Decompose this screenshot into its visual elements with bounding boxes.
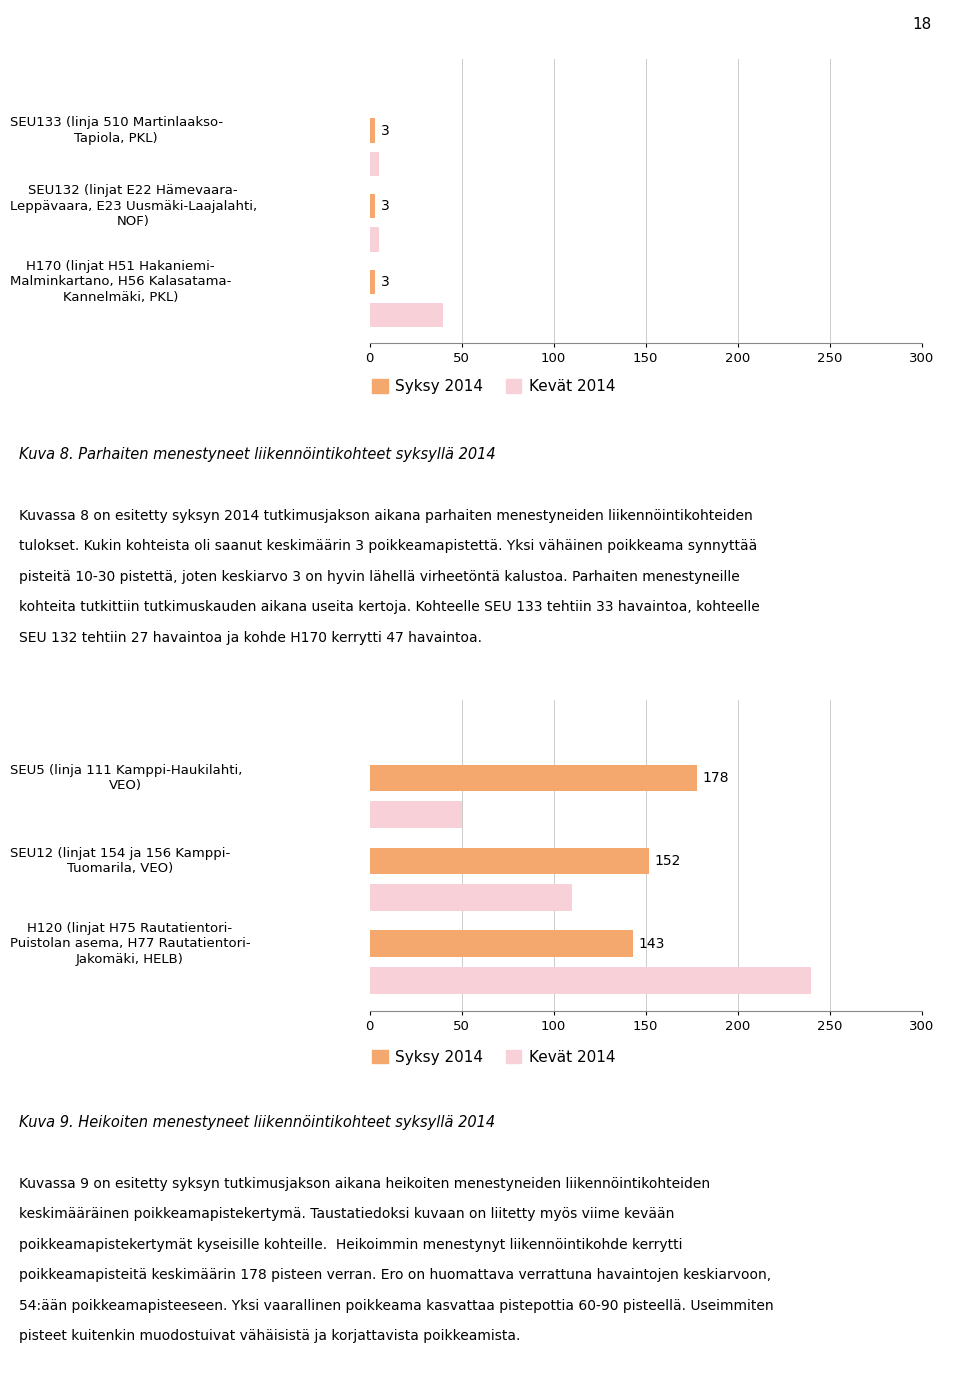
Text: SEU132 (linjat E22 Hämevaara-
Leppävaara, E23 Uusmäki-Laajalahti,
NOF): SEU132 (linjat E22 Hämevaara- Leppävaara… (10, 184, 256, 228)
Text: Kuvassa 9 on esitetty syksyn tutkimusjakson aikana heikoiten menestyneiden liike: Kuvassa 9 on esitetty syksyn tutkimusjak… (19, 1177, 710, 1191)
Text: SEU133 (linja 510 Martinlaakso-
Tapiola, PKL): SEU133 (linja 510 Martinlaakso- Tapiola,… (10, 116, 223, 145)
Text: 3: 3 (380, 123, 390, 137)
Text: poikkeamapistekertymät kyseisille kohteille.  Heikoimmin menestynyt liikennöinti: poikkeamapistekertymät kyseisille kohtei… (19, 1238, 683, 1252)
Text: SEU12 (linjat 154 ja 156 Kamppi-
Tuomarila, VEO): SEU12 (linjat 154 ja 156 Kamppi- Tuomari… (10, 846, 229, 875)
Bar (370, 227, 379, 252)
Text: 3: 3 (380, 199, 390, 213)
Text: pisteitä 10-30 pistettä, joten keskiarvo 3 on hyvin lähellä virheetöntä kalustoa: pisteitä 10-30 pistettä, joten keskiarvo… (19, 570, 740, 584)
Bar (370, 119, 375, 142)
Text: Kuva 8. Parhaiten menestyneet liikennöintikohteet syksyllä 2014: Kuva 8. Parhaiten menestyneet liikennöin… (19, 447, 495, 462)
Bar (370, 152, 379, 176)
Legend: Syksy 2014, Kevät 2014: Syksy 2014, Kevät 2014 (366, 373, 622, 401)
Text: keskimääräinen poikkeamapistekertymä. Taustatiedoksi kuvaan on liitetty myös vii: keskimääräinen poikkeamapistekertymä. Ta… (19, 1207, 675, 1221)
Bar (370, 884, 572, 910)
Bar (370, 931, 633, 957)
Text: poikkeamapisteitä keskimäärin 178 pisteen verran. Ero on huomattava verrattuna h: poikkeamapisteitä keskimäärin 178 pistee… (19, 1268, 771, 1282)
Text: pisteet kuitenkin muodostuivat vähäisistä ja korjattavista poikkeamista.: pisteet kuitenkin muodostuivat vähäisist… (19, 1329, 520, 1343)
Text: 54:ään poikkeamapisteeseen. Yksi vaarallinen poikkeama kasvattaa pistepottia 60-: 54:ään poikkeamapisteeseen. Yksi vaarall… (19, 1299, 774, 1312)
Bar (370, 848, 649, 874)
Text: 178: 178 (703, 770, 730, 784)
Legend: Syksy 2014, Kevät 2014: Syksy 2014, Kevät 2014 (366, 1044, 622, 1070)
Bar (370, 765, 697, 791)
Text: 18: 18 (912, 17, 931, 32)
Text: 3: 3 (380, 275, 390, 289)
Bar (370, 194, 375, 219)
Text: SEU5 (linja 111 Kamppi-Haukilahti,
VEO): SEU5 (linja 111 Kamppi-Haukilahti, VEO) (10, 763, 242, 792)
Text: tulokset. Kukin kohteista oli saanut keskimäärin 3 poikkeamapistettä. Yksi vähäi: tulokset. Kukin kohteista oli saanut kes… (19, 539, 757, 553)
Bar (370, 967, 811, 993)
Bar (370, 270, 375, 293)
Text: kohteita tutkittiin tutkimuskauden aikana useita kertoja. Kohteelle SEU 133 teht: kohteita tutkittiin tutkimuskauden aikan… (19, 600, 760, 614)
Text: 143: 143 (638, 936, 664, 950)
Text: H170 (linjat H51 Hakaniemi-
Malminkartano, H56 Kalasatama-
Kannelmäki, PKL): H170 (linjat H51 Hakaniemi- Malminkartan… (10, 260, 231, 304)
Text: Kuva 9. Heikoiten menestyneet liikennöintikohteet syksyllä 2014: Kuva 9. Heikoiten menestyneet liikennöin… (19, 1115, 495, 1130)
Text: H120 (linjat H75 Rautatientori-
Puistolan asema, H77 Rautatientori-
Jakomäki, HE: H120 (linjat H75 Rautatientori- Puistola… (10, 921, 251, 965)
Bar (370, 303, 444, 328)
Bar (370, 801, 462, 827)
Text: Kuvassa 8 on esitetty syksyn 2014 tutkimusjakson aikana parhaiten menestyneiden : Kuvassa 8 on esitetty syksyn 2014 tutkim… (19, 509, 753, 523)
Text: SEU 132 tehtiin 27 havaintoa ja kohde H170 kerrytti 47 havaintoa.: SEU 132 tehtiin 27 havaintoa ja kohde H1… (19, 631, 482, 644)
Text: 152: 152 (655, 853, 682, 867)
